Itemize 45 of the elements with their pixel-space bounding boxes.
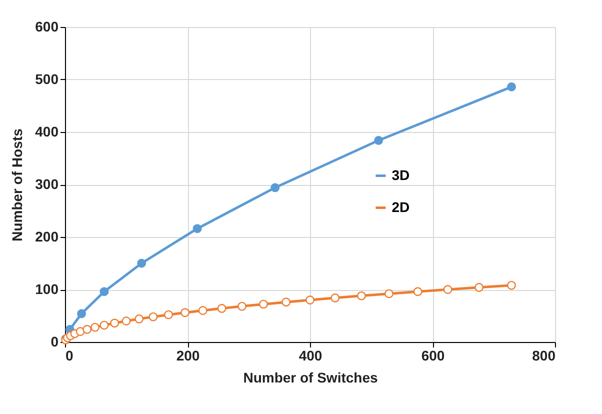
point: [82, 324, 92, 334]
y-tick-label: 300: [35, 176, 59, 192]
point: [374, 136, 384, 145]
point: [306, 296, 314, 304]
point: [77, 309, 86, 318]
point: [134, 314, 144, 324]
y-tick-label: 100: [35, 281, 59, 297]
x-tick-label: 200: [176, 348, 200, 364]
point: [180, 308, 190, 318]
point: [330, 293, 340, 302]
point: [474, 282, 484, 292]
point: [198, 306, 208, 315]
point: [100, 320, 109, 330]
x-tick-label: 0: [66, 348, 74, 364]
point: [443, 285, 452, 294]
y-axis-title: Number of Hosts: [9, 128, 26, 242]
y-tick-label: 500: [35, 71, 59, 87]
point: [282, 298, 291, 307]
point: [270, 183, 280, 192]
point: [217, 304, 226, 313]
point: [192, 224, 202, 234]
point: [384, 289, 394, 298]
point: [110, 318, 120, 328]
point: [122, 316, 131, 326]
y-tick-label: 0: [50, 334, 59, 350]
point: [137, 258, 146, 268]
x-tick-label: 400: [298, 348, 322, 364]
x-tick-label: 800: [532, 348, 556, 364]
point: [507, 280, 516, 290]
legend-label: 2D: [392, 198, 410, 215]
legend-label: 3D: [392, 166, 410, 183]
point: [100, 287, 109, 296]
point: [90, 322, 100, 332]
point: [507, 82, 516, 92]
point: [148, 312, 158, 322]
y-tick-label: 400: [35, 124, 59, 140]
x-axis-title: Number of Switches: [243, 370, 378, 386]
y-tick-label: 200: [35, 228, 59, 244]
point: [413, 287, 422, 296]
y-tick-label: 600: [35, 18, 59, 34]
point: [258, 300, 268, 309]
point: [356, 291, 366, 300]
point: [164, 310, 173, 320]
x-tick-label: 600: [421, 348, 445, 364]
point: [238, 302, 246, 311]
